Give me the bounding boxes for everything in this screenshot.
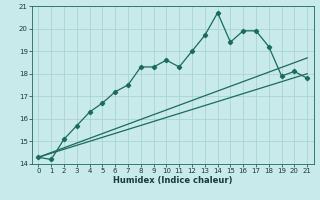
X-axis label: Humidex (Indice chaleur): Humidex (Indice chaleur) [113,176,233,185]
